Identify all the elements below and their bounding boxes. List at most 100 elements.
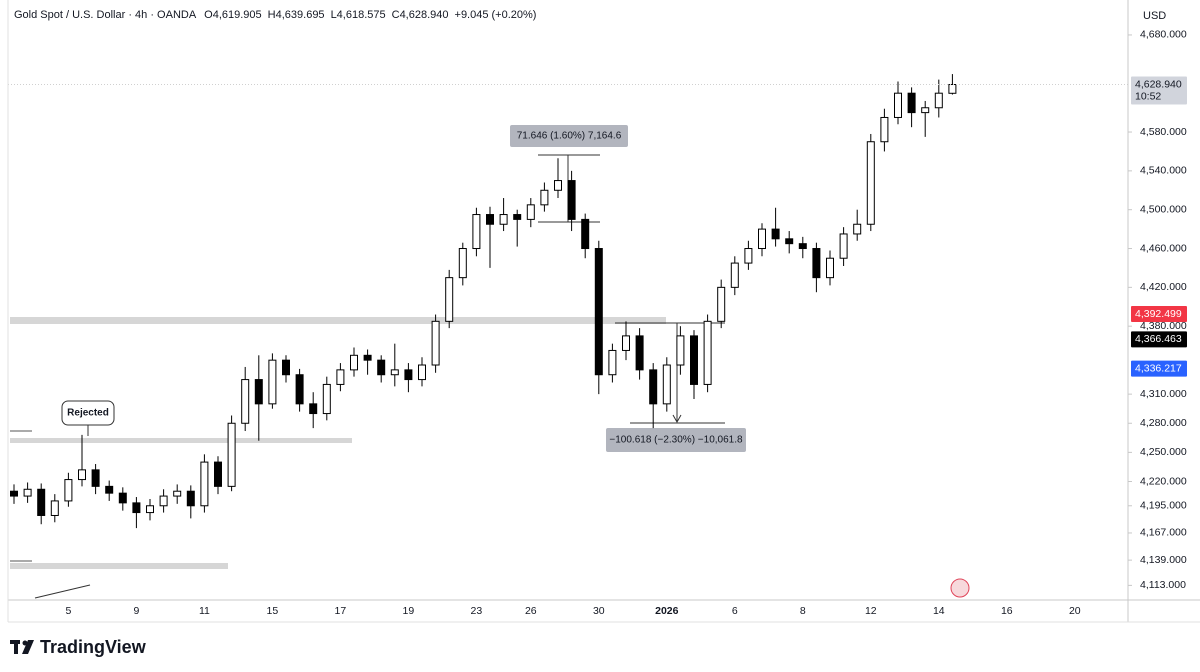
price-label: 4,392.499: [1135, 308, 1182, 320]
x-tick-label: 12: [865, 605, 877, 617]
price-label-box: [1131, 306, 1187, 323]
header-value: H4,639.695: [268, 9, 325, 21]
y-tick-label: 4,113.000: [1140, 579, 1186, 591]
candle-body: [866, 141, 875, 225]
zone: [10, 438, 352, 443]
candle-body: [622, 335, 630, 351]
candle-body: [390, 369, 399, 376]
candle-body: [608, 349, 617, 376]
y-tick-label: 4,139.000: [1140, 554, 1187, 566]
y-tick-label: 4,500.000: [1140, 203, 1187, 215]
price-label-box: [1131, 76, 1187, 105]
y-tick-label: 4,167.000: [1140, 527, 1187, 539]
candle-body: [309, 403, 318, 415]
zone: [10, 317, 666, 324]
candle-body: [78, 469, 86, 481]
y-tick-label: 4,220.000: [1140, 475, 1187, 487]
candle-body: [758, 228, 766, 250]
x-tick-label: 20: [1069, 605, 1081, 617]
candle-body: [526, 204, 535, 220]
candle-body: [662, 364, 671, 405]
candle-body: [581, 218, 590, 250]
zone: [10, 563, 228, 569]
candle-body: [458, 248, 467, 279]
candle-body: [880, 116, 889, 143]
brand: TradingView: [40, 637, 147, 657]
candle-body: [254, 379, 263, 405]
x-tick-label: 15: [267, 605, 279, 617]
candle-body: [486, 214, 494, 225]
y-tick-label: 4,280.000: [1140, 417, 1187, 429]
candle-body: [934, 92, 943, 109]
brand-logo: [10, 640, 34, 654]
measure-text: −100.618 (−2.30%) −10,061.8: [609, 435, 743, 446]
candle-body: [146, 505, 154, 514]
candle-body: [118, 492, 127, 504]
x-tick-label: 9: [133, 605, 139, 617]
candle-body: [200, 461, 209, 507]
candle-body: [322, 383, 331, 415]
candle-body: [635, 335, 644, 371]
candle-body: [350, 354, 358, 371]
candle-body: [499, 214, 508, 225]
candle-body: [853, 223, 862, 235]
candle-body: [894, 92, 902, 118]
x-tick-label: 8: [800, 605, 806, 617]
candles: [8, 74, 1128, 529]
x-tick-label: 23: [471, 605, 483, 617]
y-tick-label: 4,460.000: [1140, 242, 1187, 254]
callout: [61, 400, 115, 426]
price-label-box: [1131, 360, 1187, 377]
candle-body: [812, 248, 821, 279]
candle-body: [50, 500, 59, 516]
candle-body: [91, 469, 100, 487]
candle-body: [64, 479, 73, 502]
candle-body: [377, 359, 386, 376]
candle-body: [771, 228, 780, 240]
candle-body: [295, 374, 304, 405]
x-tick-label: 5: [65, 605, 71, 617]
header-value: C4,628.940: [392, 9, 449, 21]
candle-body: [431, 320, 440, 366]
candle-body: [186, 490, 195, 507]
x-tick-label: 16: [1001, 605, 1013, 617]
x-tick-label: 6: [732, 605, 738, 617]
candle-body: [554, 180, 562, 191]
candle-body: [907, 92, 916, 114]
candle-body: [132, 502, 141, 514]
candle-body: [703, 320, 712, 385]
callout-text: Rejected: [67, 408, 109, 419]
candle-body: [268, 359, 277, 405]
y-tick-label: 4,380.000: [1140, 320, 1187, 332]
measure-text: 71.646 (1.60%) 7,164.6: [517, 131, 622, 142]
candle-body: [241, 379, 250, 424]
y-tick-label: 4,420.000: [1140, 281, 1187, 293]
candle-body: [10, 490, 18, 497]
x-tick-label: 19: [403, 605, 415, 617]
arrow-head: [672, 414, 682, 424]
candle-body: [567, 180, 576, 220]
candle-body: [948, 84, 957, 94]
x-tick-label: 14: [933, 605, 945, 617]
price-label: 4,336.217: [1135, 362, 1182, 374]
candle-body: [540, 189, 549, 206]
candle-body: [37, 488, 46, 516]
candle-body: [445, 277, 454, 322]
header: Gold Spot / U.S. Dollar · 4h · OANDA O4,6…: [14, 9, 536, 21]
candle-body: [336, 369, 345, 385]
price-label-box: [1131, 331, 1187, 348]
candle-body: [744, 248, 753, 264]
candle-body: [690, 335, 698, 385]
x-tick-label: 11: [199, 605, 210, 617]
candle-body: [472, 214, 481, 250]
y-tick-label: 4,310.000: [1140, 388, 1187, 400]
price-label-sub: 10:52: [1135, 90, 1161, 102]
y-tick-label: 4,580.000: [1140, 126, 1187, 138]
candle-body: [594, 248, 603, 376]
candle-body: [173, 490, 182, 497]
candle-body: [649, 369, 658, 405]
y-tick-label: 4,195.000: [1140, 500, 1187, 512]
x-tick-label: 26: [525, 605, 537, 617]
x-tick-label: 30: [593, 605, 605, 617]
